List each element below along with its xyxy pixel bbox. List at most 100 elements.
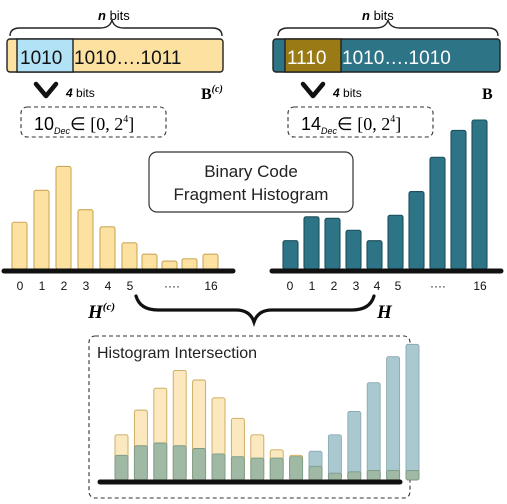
right-code-group: n bits 1110 1010….1010 4 bits B 14Dec∈ […	[272, 8, 501, 138]
inter-bar-outer-13	[366, 382, 381, 481]
left-brace-n: n	[98, 8, 106, 23]
left-hist-sup: (c)	[103, 301, 115, 313]
inter-bar-overlap-10	[308, 465, 323, 481]
right-decimal-box	[287, 106, 434, 138]
right-hist-bar-2	[324, 217, 341, 270]
right-hist-bar-3	[345, 229, 362, 270]
center-title-line1: Binary Code	[204, 162, 298, 181]
left-hist-bar-7	[161, 260, 178, 270]
left-tick-2: 2	[61, 279, 68, 293]
left-matrix-label: B(c)	[201, 84, 223, 103]
inter-bar-overlap-0	[114, 454, 129, 481]
right-tick-1: 1	[309, 279, 316, 293]
inter-bar-overlap-15	[405, 469, 420, 481]
merge-brace	[134, 294, 376, 328]
left-decimal-text: 10Dec∈ [0, 24]	[34, 114, 134, 136]
inter-bar-overlap-2	[153, 442, 168, 481]
right-code-highlight-text: 1110	[287, 48, 326, 69]
right-brace-bits: bits	[370, 8, 394, 23]
right-range-exp: 4	[390, 114, 395, 125]
inter-bar-overlap-5	[211, 453, 226, 481]
left-tick-3: 3	[83, 279, 90, 293]
right-arrow-unit: bits	[340, 86, 362, 100]
right-arrow-label: 4 bits	[332, 86, 362, 100]
right-chevron-icon	[300, 81, 326, 99]
right-hist-bar-5	[387, 214, 404, 270]
left-range-text: ∈ [0, 2	[70, 114, 123, 134]
left-n-bits-brace	[9, 19, 223, 37]
left-hist-bar-4	[99, 226, 116, 270]
right-code-highlight	[284, 38, 342, 73]
left-code-highlight	[16, 38, 74, 73]
right-hist-bar-9	[471, 119, 488, 270]
left-hist-bar-1	[33, 189, 50, 270]
inter-bar-overlap-1	[133, 445, 148, 481]
left-matrix-B: B	[201, 86, 212, 103]
right-histogram-label: H	[376, 302, 393, 323]
left-histogram: 0 1 2 3 4 5 ···· 16 H(c)	[1, 165, 236, 323]
left-chevron-icon	[33, 81, 59, 99]
inter-bar-outer-12	[347, 411, 362, 481]
left-range-exp: 4	[123, 114, 128, 125]
left-arrow-count: 4	[65, 86, 73, 100]
right-hist-bar-7	[429, 156, 446, 270]
right-hist-bar-6	[408, 190, 425, 270]
left-tick-ellipsis: ····	[164, 279, 180, 293]
left-code-group: n bits 1010 1010….1011 4 bits B(c) 10Dec…	[6, 8, 224, 138]
left-hist-bar-2	[55, 165, 72, 270]
left-decimal-value: 10	[34, 114, 54, 134]
left-tick-5: 5	[127, 279, 134, 293]
right-brace-label: n bits	[362, 8, 394, 23]
right-brace-n: n	[362, 8, 370, 23]
inter-bar-overlap-14	[386, 469, 401, 481]
inter-bar-overlap-6	[230, 456, 245, 481]
inter-bar-outer-14	[386, 356, 401, 481]
left-histogram-bars	[11, 165, 219, 270]
center-title-box	[148, 151, 354, 213]
right-histogram: 0 1 2 3 4 5 ···· 16 H	[269, 119, 504, 323]
intersection-panel: Histogram Intersection	[88, 335, 420, 499]
right-hist-bar-1	[303, 216, 320, 270]
inter-bar-overlap-11	[327, 472, 342, 481]
right-tick-16: 16	[473, 279, 487, 293]
left-brace-label: n bits	[98, 8, 130, 23]
right-arrow-count: 4	[332, 86, 340, 100]
left-tick-1: 1	[39, 279, 46, 293]
inter-bar-outer-15	[405, 343, 420, 481]
left-range-close: ]	[128, 114, 134, 134]
left-code-rest-text: 1010….1011	[74, 48, 181, 69]
left-hist-H: H	[87, 302, 104, 323]
left-hist-bar-8	[181, 258, 198, 270]
right-decimal-text: 14Dec∈ [0, 24]	[301, 114, 401, 136]
intersection-bars	[114, 343, 420, 481]
left-hist-bar-9	[202, 253, 219, 270]
left-arrow-unit: bits	[73, 86, 95, 100]
left-code-highlight-text: 1010	[20, 48, 62, 69]
right-tick-ellipsis: ····	[430, 279, 446, 293]
right-tick-4: 4	[374, 279, 381, 293]
intersection-title: Histogram Intersection	[97, 345, 257, 362]
right-hist-bar-0	[282, 240, 299, 270]
left-matrix-sup: (c)	[212, 84, 223, 95]
center-title-line2: Fragment Histogram	[174, 185, 329, 204]
left-hist-bar-0	[11, 221, 28, 270]
right-tick-5: 5	[395, 279, 402, 293]
right-tick-3: 3	[353, 279, 360, 293]
right-matrix-label: B	[482, 86, 493, 103]
right-range-close: ]	[395, 114, 401, 134]
inter-bar-overlap-12	[347, 471, 362, 481]
left-decimal-box	[20, 106, 167, 138]
inter-bar-overlap-13	[366, 469, 381, 481]
inter-bar-overlap-9	[289, 456, 304, 481]
left-arrow-label: 4 bits	[65, 86, 95, 100]
right-tick-0: 0	[287, 279, 294, 293]
left-hist-bar-3	[77, 209, 94, 270]
left-histogram-label: H(c)	[87, 301, 115, 323]
right-range-text: ∈ [0, 2	[337, 114, 390, 134]
inter-bar-overlap-7	[250, 457, 265, 481]
right-decimal-sub: Dec	[321, 126, 338, 136]
left-tick-4: 4	[105, 279, 112, 293]
left-decimal-sub: Dec	[54, 126, 71, 136]
